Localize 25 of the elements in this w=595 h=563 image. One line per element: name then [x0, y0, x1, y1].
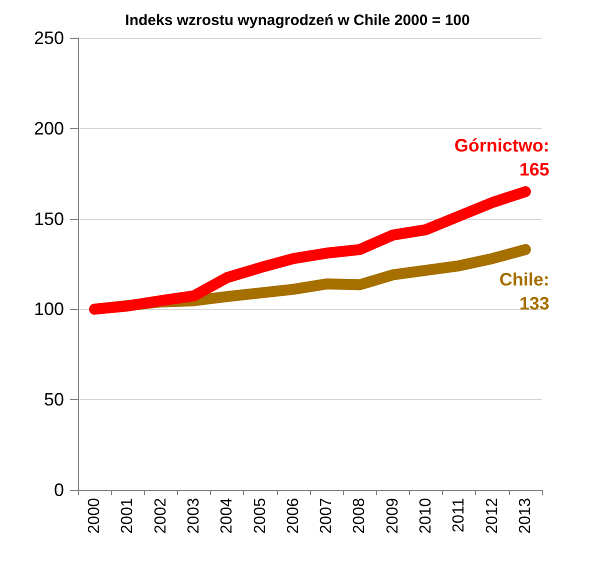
x-tick-label: 2011 [450, 498, 468, 532]
data-label: 133 [519, 294, 550, 314]
x-tick-label: 2012 [484, 498, 501, 534]
x-tick-label: 2005 [252, 498, 269, 534]
y-tick-label: 250 [34, 28, 64, 48]
x-tick-label: 2013 [516, 498, 534, 534]
x-tick-label: 2000 [86, 498, 104, 534]
x-tick-label: 2002 [152, 498, 170, 534]
data-label: 165 [519, 160, 550, 180]
x-tick-label: 2003 [186, 498, 202, 534]
y-tick-label: 50 [44, 390, 64, 410]
y-tick-label: 100 [34, 299, 64, 320]
x-tick-label: 2006 [284, 498, 302, 534]
x-tick-label: 2007 [318, 498, 336, 534]
x-tick-label: 2008 [351, 498, 368, 534]
y-tick-label: 0 [54, 480, 64, 500]
x-tick-label: 2001 [119, 498, 136, 534]
chart-title: Indeks wzrostu wynagrodzeń w Chile 2000 = 100 [125, 12, 470, 29]
x-tick-label: 2004 [218, 498, 236, 534]
text: Górnictwo: [454, 136, 550, 156]
x-tick-label: 2010 [418, 498, 434, 534]
x-tick-label: 2009 [384, 498, 402, 534]
series-label: Chile: [499, 270, 550, 290]
y-tick-label: 200 [34, 118, 64, 138]
y-tick-label: 150 [34, 208, 64, 229]
